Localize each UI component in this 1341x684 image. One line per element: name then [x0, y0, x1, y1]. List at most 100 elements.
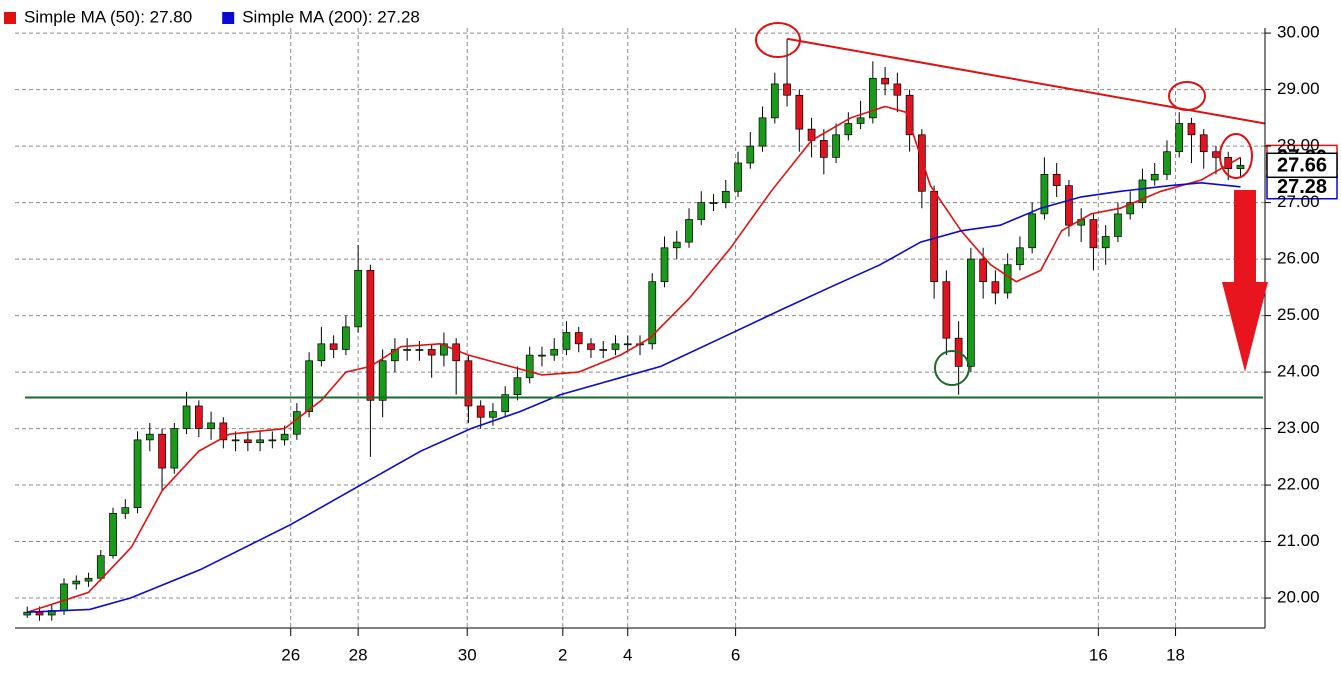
current-circle [1219, 133, 1253, 179]
candle-body [881, 77, 889, 85]
candle-body [783, 83, 791, 96]
candle-body [758, 117, 767, 147]
y-tick-label: 25.00 [1277, 305, 1320, 324]
candle-body [219, 422, 228, 441]
candle-body [672, 241, 681, 249]
candle-body [1101, 236, 1110, 249]
y-tick-label: 26.00 [1277, 249, 1320, 268]
candle-body [72, 580, 81, 585]
candle-body [403, 349, 412, 351]
candle-body [942, 281, 951, 339]
candle-body [378, 360, 387, 401]
candle-body [979, 258, 987, 283]
candle-body [1187, 123, 1196, 136]
candle-body [268, 439, 277, 442]
candle-body [489, 411, 497, 418]
candle-body [145, 433, 154, 441]
candle-body [709, 202, 718, 204]
y-tick-label: 28.00 [1277, 136, 1320, 155]
y-tick-label: 20.00 [1277, 588, 1320, 607]
candle-body [243, 439, 252, 444]
plot [23, 37, 1266, 621]
candle-body [293, 411, 301, 435]
x-tick-label: 26 [281, 645, 300, 664]
candle-body [819, 140, 828, 158]
candle-body [991, 281, 1000, 294]
price-tag [1266, 152, 1338, 179]
candle-body [844, 123, 853, 136]
candle-body [856, 117, 865, 124]
x-tick-label: 6 [731, 645, 740, 664]
candle-body [133, 439, 142, 509]
candle-body [734, 162, 742, 192]
candle-body [440, 343, 448, 356]
candle-body [611, 343, 620, 350]
candle-body [158, 433, 166, 469]
low-circle [934, 350, 970, 386]
candle-body [721, 190, 730, 203]
candle-body [305, 360, 313, 412]
candle-body [476, 405, 485, 418]
candle-body [1028, 213, 1037, 249]
x-tick-label: 4 [623, 645, 632, 664]
candle-body [893, 83, 902, 96]
candle-body [35, 611, 44, 616]
candle-body [697, 202, 706, 220]
candle-body [967, 258, 975, 367]
candle-body [1212, 151, 1220, 158]
candle-body [207, 422, 215, 429]
grid [15, 28, 1265, 628]
candle-body [391, 349, 399, 362]
candle-body [121, 507, 130, 514]
y-tick-label: 29.00 [1277, 79, 1320, 98]
candle-body [832, 134, 840, 158]
candle-body [231, 439, 240, 442]
candle-body [342, 326, 350, 350]
candle-body [427, 349, 436, 356]
candle-body [1114, 213, 1122, 237]
candle-body [562, 332, 571, 350]
x-tick-label: 30 [458, 645, 477, 664]
candle-body [170, 428, 179, 469]
candle-body [182, 405, 191, 429]
candle-body [194, 405, 203, 429]
legend-swatch [222, 12, 235, 24]
candle-body [1175, 123, 1184, 153]
ma-line [27, 181, 1241, 613]
candle-body [317, 343, 326, 362]
legend-swatch [4, 12, 16, 24]
candle-body [452, 343, 461, 362]
candle-body [109, 512, 117, 557]
candle-body [1236, 164, 1245, 170]
peak-circle [1168, 81, 1206, 111]
candle-body [23, 611, 32, 616]
candle-body [1052, 173, 1061, 186]
candle-body [84, 577, 93, 582]
candle-body [464, 360, 473, 407]
candle-body [501, 394, 510, 412]
candle-body [513, 377, 522, 396]
y-tick-label: 27.00 [1277, 192, 1320, 211]
candle-body [660, 247, 669, 283]
candle-body [574, 332, 583, 345]
price-tag [1266, 174, 1338, 200]
candle-body [623, 343, 632, 346]
candle-body [587, 343, 595, 350]
annotations [755, 22, 1268, 386]
price-tag-label: 27.66 [1277, 155, 1327, 177]
candle-body [1138, 179, 1147, 203]
candle-body [415, 349, 424, 351]
y-tick-label: 23.00 [1277, 418, 1320, 437]
candle-body [1126, 202, 1135, 215]
candle-body [1003, 264, 1012, 294]
y-tick-label: 24.00 [1277, 362, 1320, 381]
candle-body [1089, 219, 1098, 249]
candle-body [1150, 173, 1159, 181]
y-tick-label: 22.00 [1277, 475, 1320, 494]
x-tick-label: 16 [1089, 645, 1108, 664]
candle-body [685, 219, 693, 243]
candle-body [1199, 134, 1208, 153]
